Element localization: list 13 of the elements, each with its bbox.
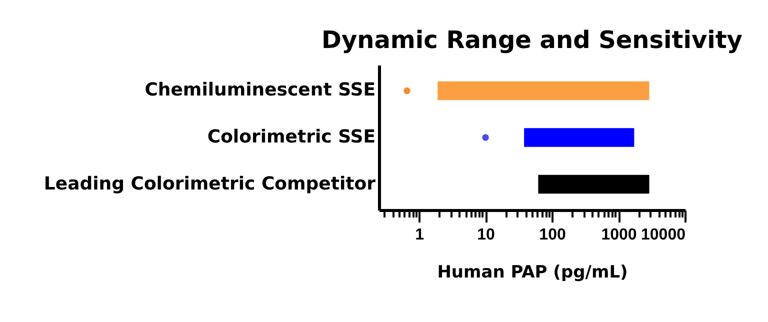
y-tick-label: Colorimetric SSE	[207, 126, 376, 148]
bar	[524, 128, 634, 147]
x-axis-title: Human PAP (pg/mL)	[437, 262, 628, 282]
x-tick-label: 1000	[601, 226, 637, 244]
x-tick-label: 10	[477, 226, 496, 244]
y-tick-label: Chemiluminescent SSE	[144, 80, 376, 101]
x-tick-label: 1	[415, 226, 424, 244]
chart-title: Dynamic Range and Sensitivity	[322, 26, 743, 54]
y-tick-label: Leading Colorimetric Competitor	[44, 173, 376, 194]
bar	[538, 174, 650, 194]
x-tick-label: 100	[539, 226, 566, 244]
x-tick-label: 10000	[641, 226, 686, 244]
bar	[438, 81, 650, 100]
